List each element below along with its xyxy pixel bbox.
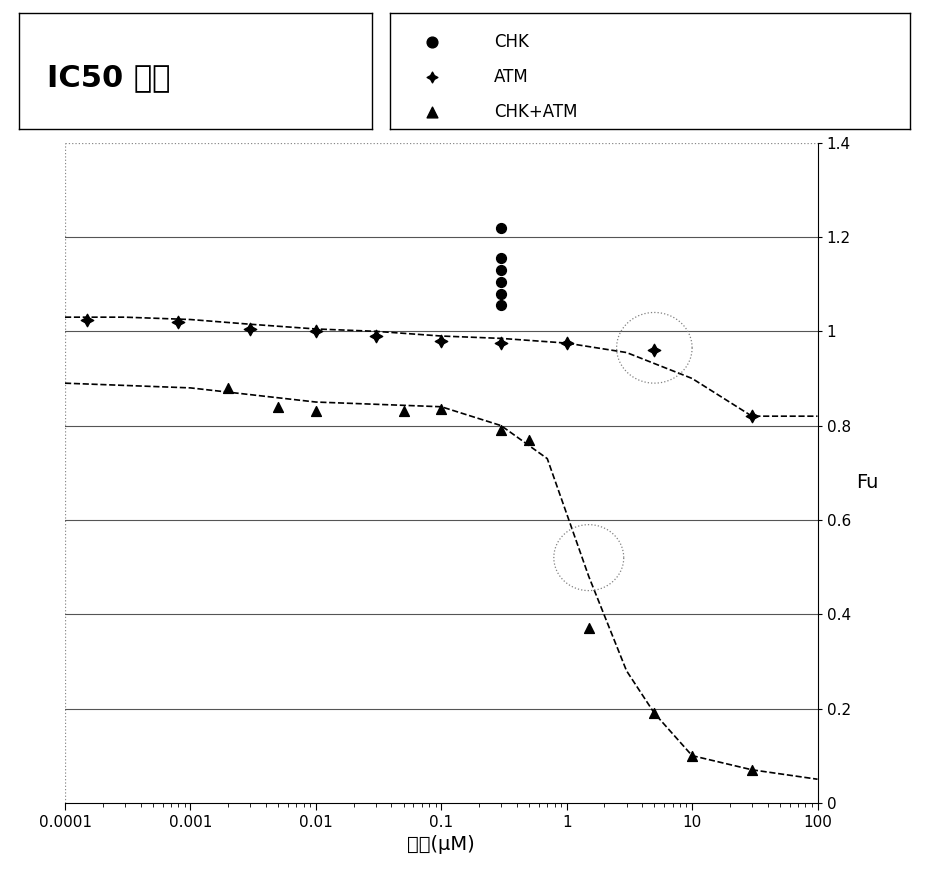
Point (395, 404, 410, 418)
Text: CHK+ATM: CHK+ATM (494, 103, 577, 121)
Point (424, 70, 439, 85)
Y-axis label: Fu: Fu (856, 473, 878, 491)
X-axis label: 剂量(μM): 剂量(μM) (407, 835, 474, 855)
Point (308, 404, 323, 418)
Point (646, 343, 661, 358)
Point (521, 433, 535, 447)
Point (559, 336, 574, 351)
Point (80, 312, 95, 326)
Point (743, 409, 758, 424)
Point (424, 105, 439, 120)
Point (308, 324, 323, 338)
Point (581, 621, 596, 635)
Point (743, 763, 758, 777)
Point (242, 322, 257, 336)
Point (493, 286, 508, 301)
Point (433, 334, 448, 348)
Text: IC50 曲线: IC50 曲线 (46, 62, 170, 92)
Point (493, 275, 508, 289)
Point (493, 423, 508, 437)
Text: CHK: CHK (494, 33, 529, 52)
Point (367, 329, 382, 343)
Point (646, 706, 661, 721)
Point (424, 35, 439, 49)
Point (493, 298, 508, 312)
Point (221, 381, 236, 395)
Text: ATM: ATM (494, 68, 528, 87)
Point (171, 315, 186, 329)
Point (493, 336, 508, 351)
Point (270, 400, 285, 414)
Point (684, 748, 699, 763)
Point (493, 220, 508, 235)
Point (493, 263, 508, 277)
Point (433, 402, 448, 417)
Point (493, 252, 508, 266)
